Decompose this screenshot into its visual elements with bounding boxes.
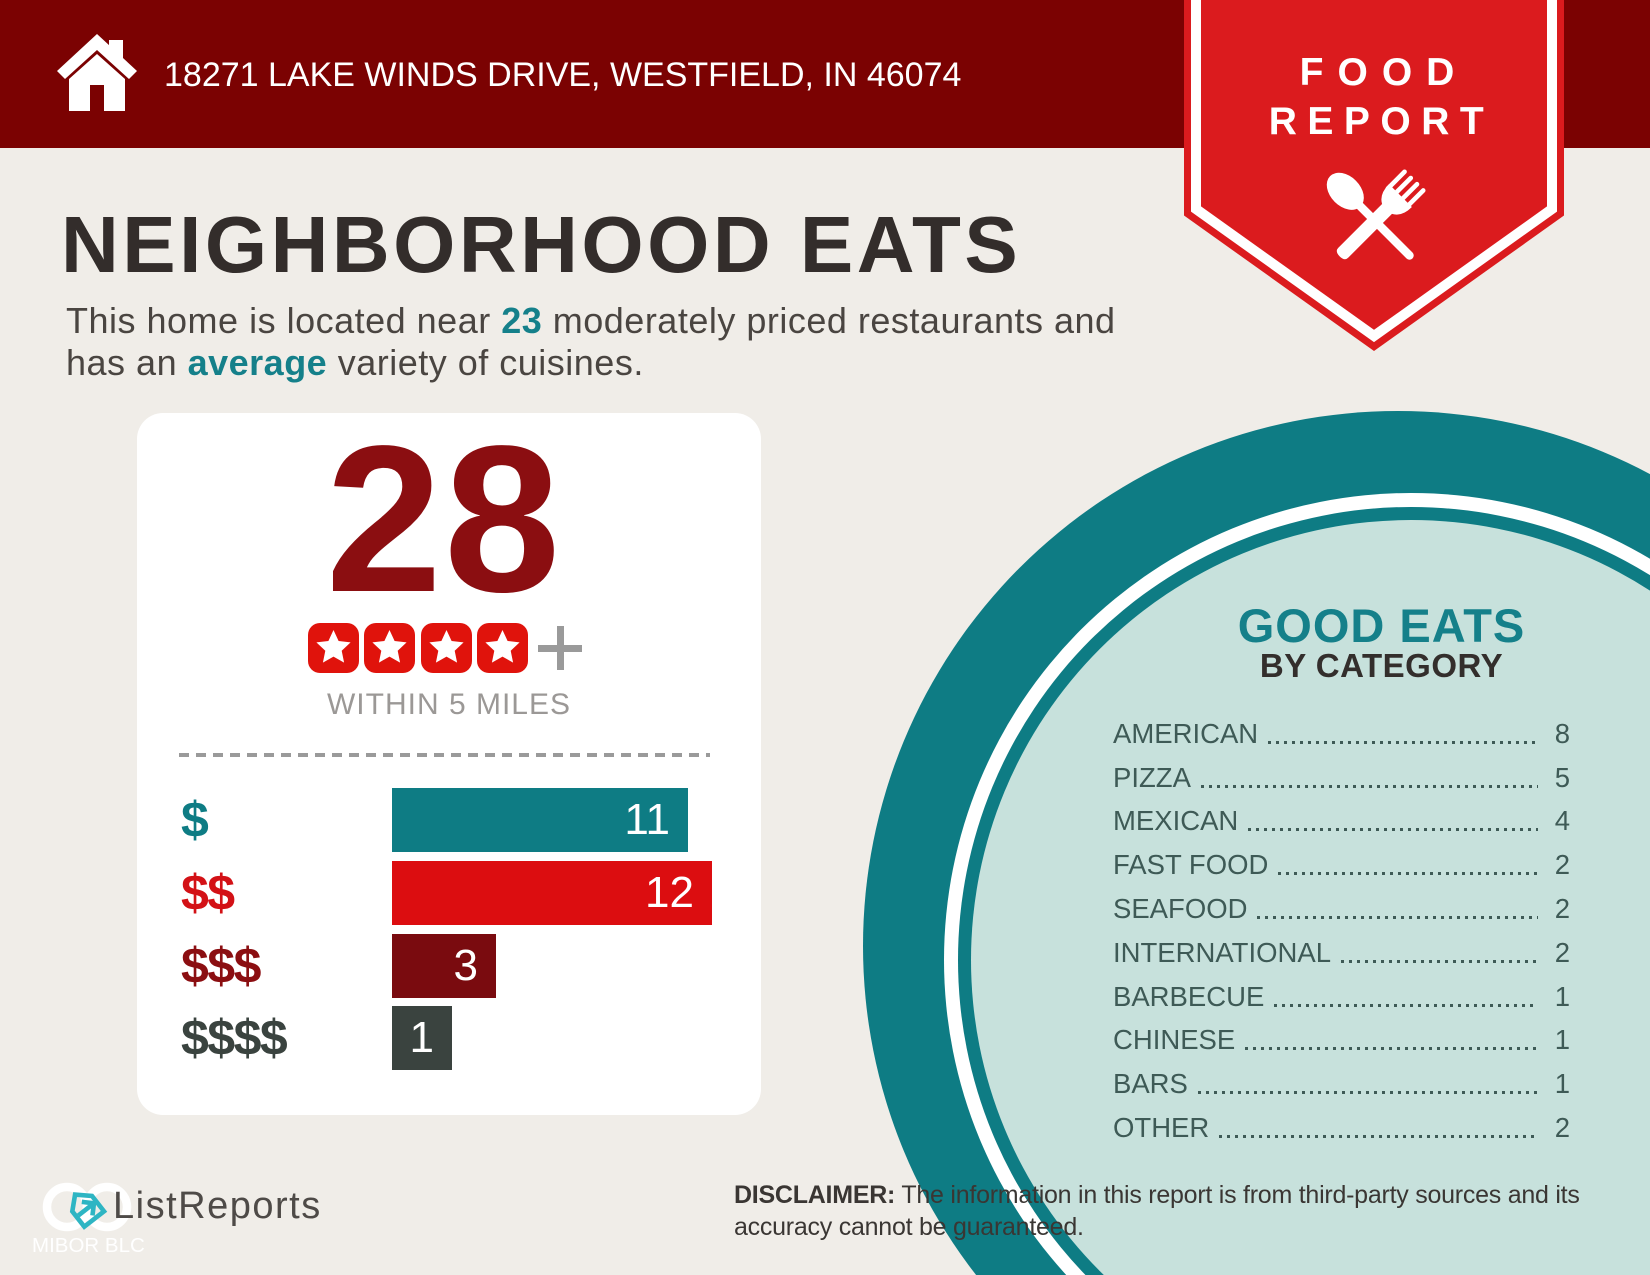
svg-text:REPORT: REPORT: [1269, 100, 1495, 143]
svg-text:FOOD: FOOD: [1300, 51, 1469, 94]
